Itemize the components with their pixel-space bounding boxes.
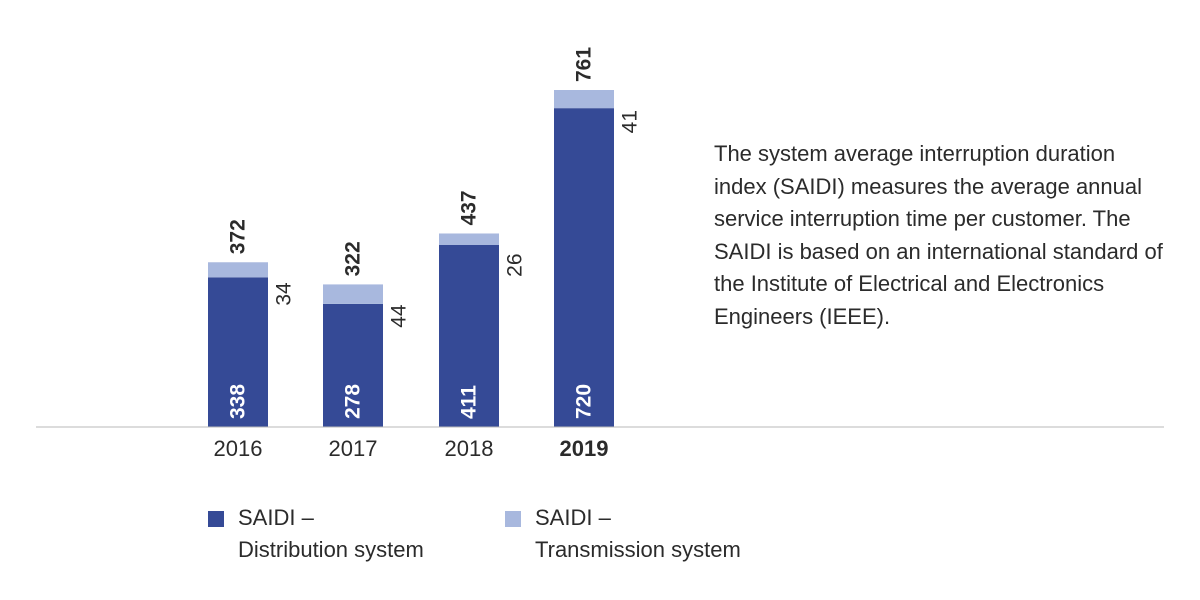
x-tick-label-2016: 2016 <box>214 436 263 461</box>
data-label-distribution-2017: 278 <box>342 384 365 419</box>
data-label-transmission-2017: 44 <box>388 304 411 328</box>
data-label-distribution-2016: 338 <box>227 384 250 419</box>
data-label-total-2018: 437 <box>458 190 481 225</box>
x-tick-label-2019: 2019 <box>560 436 609 461</box>
bar-distribution-2017 <box>323 303 383 427</box>
bar-distribution-2019 <box>554 108 614 427</box>
legend-label-distribution: SAIDI – Distribution system <box>238 505 424 562</box>
bar-transmission-2016 <box>208 262 268 278</box>
data-label-distribution-2019: 720 <box>573 384 596 419</box>
bar-distribution-2016 <box>208 277 268 427</box>
chart-description: The system average interruption duration… <box>714 141 1163 329</box>
bar-transmission-2017 <box>323 284 383 304</box>
x-tick-label-2017: 2017 <box>329 436 378 461</box>
legend-swatch-transmission <box>505 511 521 527</box>
data-label-total-2017: 322 <box>342 241 365 276</box>
data-label-transmission-2016: 34 <box>273 282 296 306</box>
bar-transmission-2019 <box>554 90 614 109</box>
data-label-distribution-2018: 411 <box>458 385 481 419</box>
legend-label-transmission: SAIDI – Transmission system <box>535 505 741 562</box>
bar-transmission-2018 <box>439 233 499 245</box>
data-label-transmission-2019: 41 <box>619 110 642 133</box>
data-label-transmission-2018: 26 <box>504 253 527 276</box>
data-label-total-2019: 761 <box>573 47 596 82</box>
bar-distribution-2018 <box>439 244 499 427</box>
data-label-total-2016: 372 <box>227 219 250 254</box>
x-tick-label-2018: 2018 <box>445 436 494 461</box>
legend-swatch-distribution <box>208 511 224 527</box>
